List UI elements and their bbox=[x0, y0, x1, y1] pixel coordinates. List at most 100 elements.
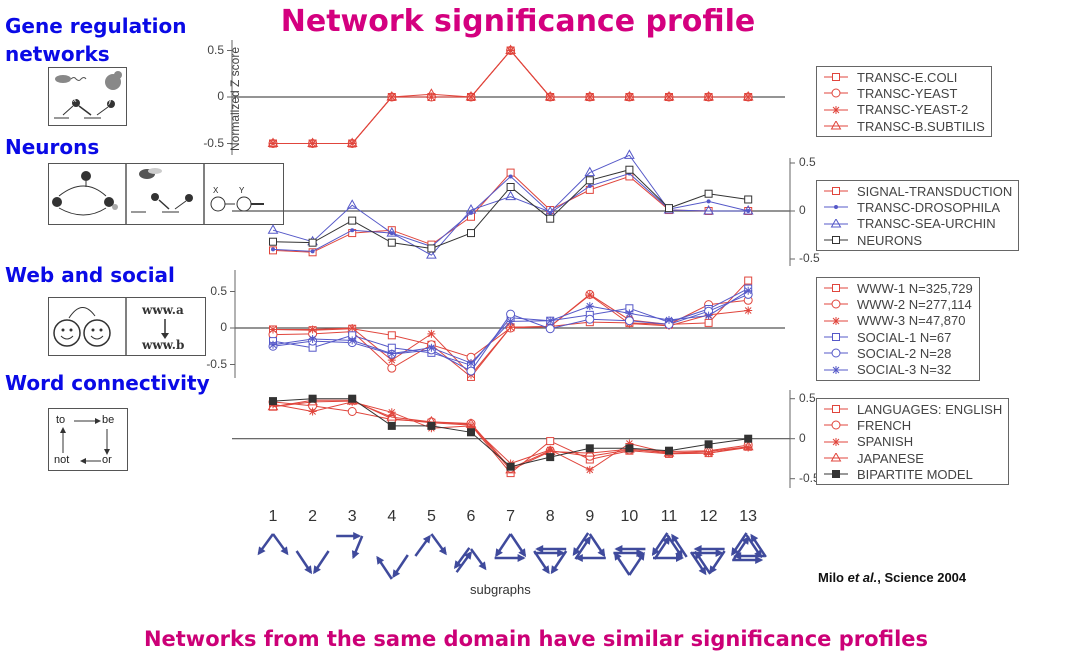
legend-marker bbox=[831, 88, 841, 98]
data-point bbox=[348, 336, 357, 345]
data-point bbox=[703, 90, 714, 101]
data-point bbox=[585, 465, 594, 474]
data-point bbox=[427, 421, 436, 430]
legend-item: SOCIAL-3 N=32 bbox=[823, 361, 973, 377]
y-tick-label: 0 bbox=[799, 430, 806, 445]
data-point bbox=[663, 90, 675, 101]
legend-marker bbox=[831, 299, 841, 309]
legend-label: BIPARTITE MODEL bbox=[857, 466, 973, 482]
data-point bbox=[744, 276, 753, 285]
data-point bbox=[506, 323, 515, 332]
legend-item: TRANSC-YEAST-2 bbox=[823, 102, 985, 118]
neuron-x-label: X bbox=[213, 186, 219, 195]
data-point bbox=[744, 306, 753, 315]
series-line bbox=[273, 49, 749, 144]
legend-label: TRANSC-E.COLI bbox=[857, 69, 958, 85]
series-social-2-n-28 bbox=[268, 289, 753, 376]
data-point bbox=[387, 421, 396, 430]
web-social-illustration: www.a www.b bbox=[48, 297, 206, 356]
data-point bbox=[267, 400, 279, 411]
data-point bbox=[465, 418, 477, 428]
x-tick-label: 2 bbox=[308, 508, 318, 525]
legend-label: LANGUAGES: ENGLISH bbox=[857, 401, 1003, 417]
data-point bbox=[308, 407, 317, 416]
citation: Milo et al., Science 2004 bbox=[818, 570, 966, 585]
x-tick-label: 6 bbox=[466, 508, 476, 525]
data-point bbox=[703, 204, 714, 215]
panel-1 bbox=[227, 40, 785, 155]
legend-panel-2: SIGNAL-TRANSDUCTION TRANSC-DROSOPHILA TRAN… bbox=[816, 180, 1020, 252]
neuron-y-label: Y bbox=[239, 186, 245, 195]
subgraph-5-icon bbox=[414, 533, 447, 557]
legend-item: TRANSC-B.SUBTILIS bbox=[823, 118, 985, 134]
data-point bbox=[585, 291, 594, 300]
y-tick-label: 0.5 bbox=[799, 155, 816, 169]
x-tick-label: 7 bbox=[506, 508, 516, 525]
legend-marker-icon bbox=[824, 405, 848, 414]
data-point bbox=[426, 249, 437, 259]
data-point bbox=[308, 394, 317, 403]
data-point bbox=[704, 189, 713, 198]
legend-item: WWW-2 N=277,114 bbox=[823, 296, 973, 312]
node-label: y bbox=[108, 98, 112, 105]
data-point bbox=[350, 228, 355, 233]
data-point bbox=[744, 286, 753, 295]
data-point bbox=[625, 165, 634, 174]
data-point bbox=[307, 137, 318, 147]
legend-item: BIPARTITE MODEL bbox=[823, 466, 1002, 482]
citation-source: , Science 2004 bbox=[877, 570, 967, 585]
data-point bbox=[346, 199, 358, 209]
legend-item: WWW-3 N=47,870 bbox=[823, 313, 973, 329]
legend-marker-icon bbox=[824, 284, 848, 293]
legend-item: SIGNAL-TRANSDUCTION bbox=[823, 183, 1012, 199]
legend-marker bbox=[832, 437, 840, 446]
bacteria-yeast-icon bbox=[54, 71, 122, 119]
legend-marker bbox=[832, 333, 840, 342]
legend-marker bbox=[831, 420, 841, 430]
legend-label: WWW-2 N=277,114 bbox=[857, 296, 972, 312]
y-tick-label: 0 bbox=[799, 203, 806, 217]
legend-label: SOCIAL-3 N=32 bbox=[857, 362, 952, 378]
legend-marker-icon bbox=[824, 218, 848, 228]
panel-3 bbox=[230, 270, 785, 381]
legend-marker bbox=[832, 316, 840, 325]
legend-marker-icon bbox=[824, 187, 848, 196]
word-or: or bbox=[102, 454, 112, 466]
legend-label: TRANSC-SEA-URCHIN bbox=[857, 216, 996, 232]
x-tick-label: 9 bbox=[585, 508, 595, 525]
data-point bbox=[267, 137, 279, 147]
legend-item: TRANSC-SEA-URCHIN bbox=[823, 216, 1012, 232]
legend-item: LANGUAGES: ENGLISH bbox=[823, 401, 1002, 417]
legend-label: NEURONS bbox=[857, 232, 923, 248]
heading-neurons: Neurons bbox=[5, 135, 100, 159]
y-axis-label: Normalized Z score bbox=[228, 46, 242, 152]
data-point bbox=[505, 190, 516, 201]
slide-title: Network significance profile bbox=[280, 4, 756, 39]
legend-marker bbox=[831, 348, 841, 358]
legend-marker-icon bbox=[824, 348, 848, 358]
legend-marker bbox=[832, 365, 840, 374]
subgraph-10-icon bbox=[613, 545, 646, 576]
y-tick-label: 0.5 bbox=[799, 390, 816, 405]
series-www-3-n-47-870 bbox=[269, 291, 753, 379]
data-point bbox=[466, 366, 476, 376]
data-point bbox=[506, 309, 516, 319]
legend-marker-icon bbox=[824, 365, 848, 374]
legend-item: SOCIAL-1 N=67 bbox=[823, 329, 973, 345]
word-to: to bbox=[56, 414, 66, 426]
legend-marker-icon bbox=[824, 420, 848, 430]
legend-marker-icon bbox=[824, 73, 848, 82]
data-point bbox=[742, 90, 754, 101]
y-tick-label: 0 bbox=[217, 89, 224, 103]
data-point bbox=[271, 247, 275, 252]
x-tick-label: 12 bbox=[699, 508, 718, 525]
legend-marker-icon bbox=[824, 453, 848, 462]
data-point bbox=[665, 204, 673, 213]
heading-web-social: Web and social bbox=[5, 263, 175, 287]
data-point bbox=[744, 434, 753, 443]
series-neurons bbox=[269, 165, 753, 253]
data-point bbox=[665, 315, 673, 324]
data-point bbox=[467, 421, 475, 430]
data-point bbox=[269, 237, 277, 246]
subgraph-7-icon bbox=[494, 533, 527, 562]
